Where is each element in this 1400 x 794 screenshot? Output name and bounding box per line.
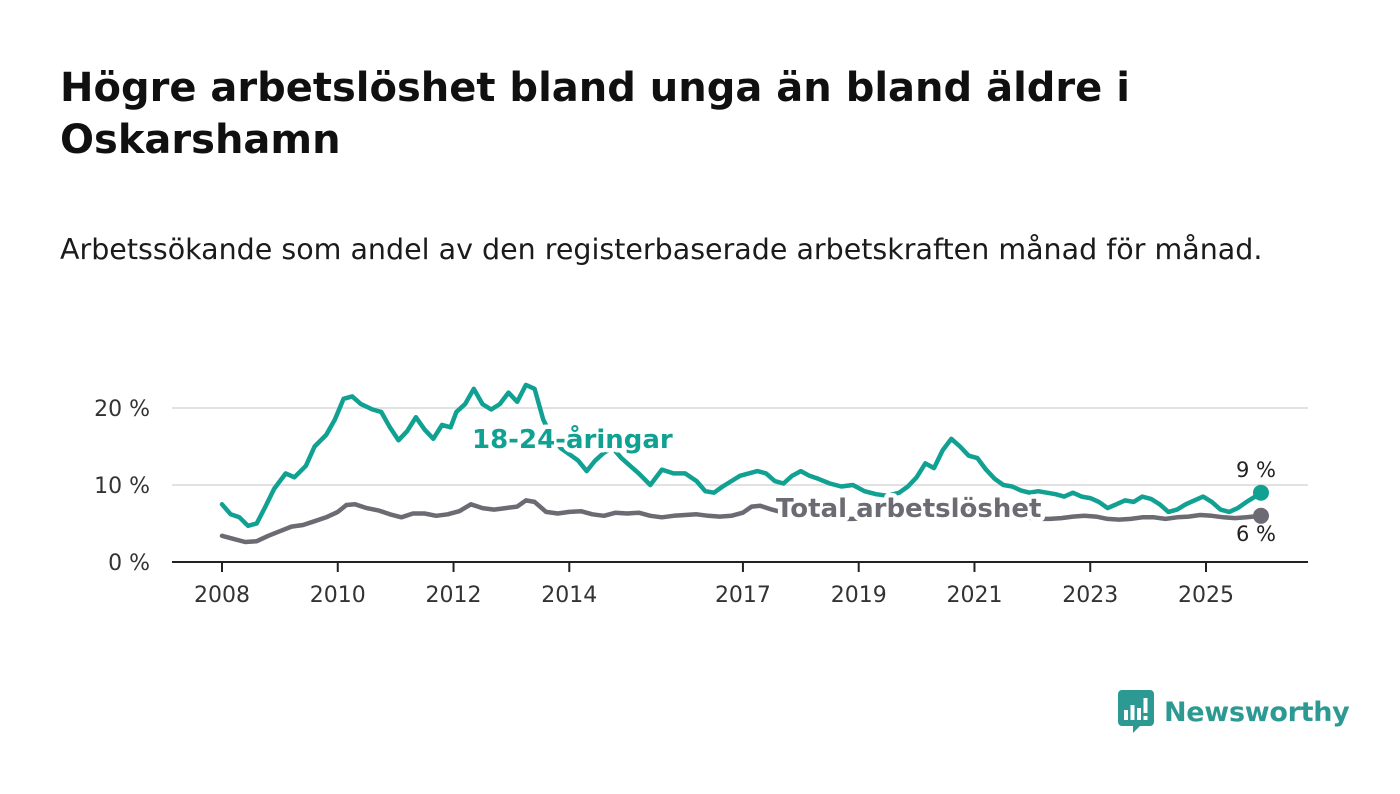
x-tick-label: 2021 (946, 583, 1002, 608)
chart-title: Högre arbetslöshet bland unga än bland ä… (60, 65, 1130, 163)
x-tick-label: 2023 (1062, 583, 1118, 608)
x-tick-label: 2019 (831, 583, 887, 608)
newsworthy-chart-bubble-icon (1118, 690, 1154, 733)
axes: 0 % 10 % 20 % 2008 2010 2012 2014 2017 2019 2021 2… (94, 397, 1308, 608)
x-tick-label: 2017 (715, 583, 771, 608)
y-tick-label: 0 % (108, 551, 150, 576)
series-label-youth: 18-24-åringar (472, 423, 673, 455)
series-line-youth (219, 382, 1264, 529)
x-tick-label: 2010 (310, 583, 366, 608)
x-tick-label: 2025 (1178, 583, 1234, 608)
series-line-total (219, 498, 1264, 545)
series-label-total: Total arbetslöshet (776, 494, 1041, 524)
end-label-total: 6 % (1236, 522, 1276, 546)
series-lines (219, 382, 1269, 545)
gridlines (172, 407, 1308, 486)
y-tick-label: 20 % (94, 397, 150, 422)
series-end-dot-total (1252, 507, 1269, 524)
x-tick-label: 2012 (426, 583, 482, 608)
newsworthy-logo: Newsworthy (1118, 690, 1350, 734)
end-label-youth: 9 % (1236, 458, 1276, 482)
y-tick-label: 10 % (94, 474, 150, 499)
series-labels: 18-24-åringar Total arbetslöshet 9 % 6 % (468, 419, 1277, 547)
chart-subtitle: Arbetssökande som andel av den registerb… (60, 233, 1263, 266)
x-tick-label: 2014 (541, 583, 597, 608)
brand-name: Newsworthy (1164, 696, 1350, 728)
series-end-dot-youth (1252, 484, 1269, 501)
x-tick-label: 2008 (194, 583, 250, 608)
